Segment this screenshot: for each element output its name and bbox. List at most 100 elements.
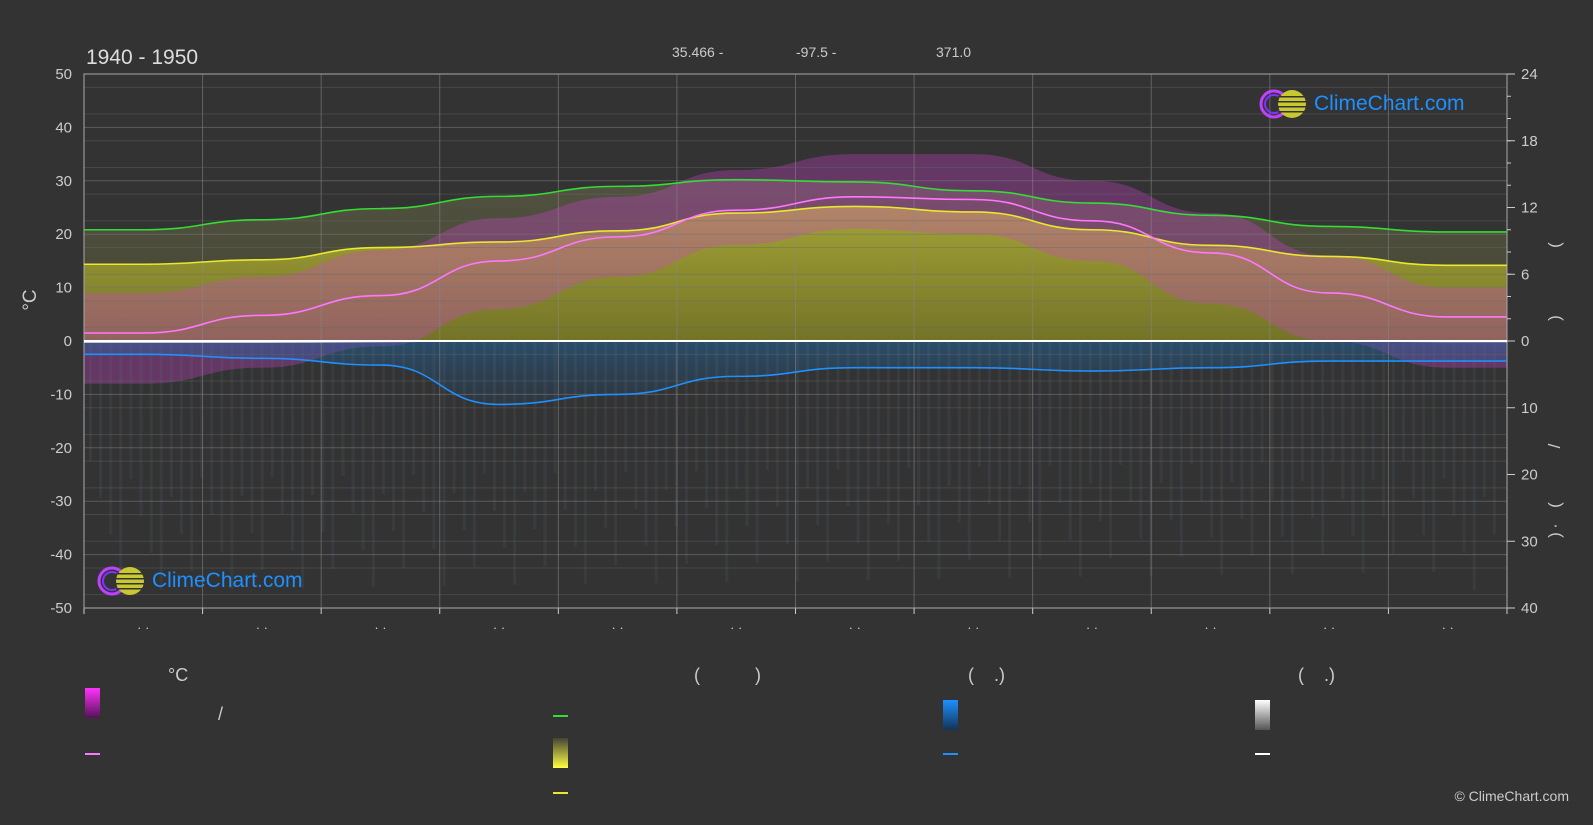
rain-texture-stripe	[876, 341, 880, 487]
rain-texture-stripe	[796, 341, 799, 581]
rain-texture-stripe	[109, 341, 113, 535]
rain-texture-stripe	[280, 341, 284, 514]
rain-texture-stripe	[998, 341, 1001, 541]
rain-texture-stripe	[89, 341, 92, 461]
rain-texture-stripe	[836, 341, 840, 469]
month-label: · ·	[493, 620, 505, 635]
rain-texture-stripe	[129, 341, 133, 479]
rain-texture-stripe	[1048, 341, 1052, 466]
rain-texture-stripe	[291, 341, 294, 551]
right-tick-label: 0	[1521, 333, 1529, 350]
logo-top[interactable]: ClimeChart.com	[1258, 88, 1465, 120]
rain-texture-stripe	[523, 341, 527, 492]
rain-texture-stripe	[775, 341, 779, 507]
legend-temp-header: °C	[168, 665, 189, 685]
right-tick-label: 24	[1521, 66, 1538, 83]
rain-texture-stripe	[1402, 341, 1405, 461]
legend-swatch-temp-range	[85, 688, 100, 718]
month-label: · ·	[256, 620, 268, 635]
rain-texture-stripe	[190, 341, 193, 571]
rain-texture-stripe	[674, 341, 678, 527]
rain-texture-stripe	[755, 341, 759, 563]
rain-texture-stripe	[705, 341, 709, 508]
rain-texture-stripe	[765, 341, 769, 470]
rain-texture-stripe	[967, 341, 971, 560]
legend-temp-slash: /	[218, 704, 224, 724]
rain-texture-stripe	[1129, 341, 1133, 502]
rain-texture-stripe	[361, 341, 365, 550]
logo-bottom[interactable]: ClimeChart.com	[96, 565, 303, 597]
rain-texture-stripe	[543, 341, 547, 566]
rain-texture-stripe	[220, 341, 224, 552]
right-axis-glyph: )	[1545, 532, 1564, 538]
rain-texture-stripe	[1028, 341, 1032, 522]
rain-texture-stripe	[1189, 341, 1193, 464]
rain-texture-stripe	[1240, 341, 1244, 519]
rain-texture-stripe	[210, 341, 214, 515]
rain-texture-stripe	[260, 341, 264, 570]
right-axis-glyph: /	[1545, 443, 1564, 448]
rain-texture-stripe	[472, 341, 476, 567]
rain-texture-stripe	[664, 341, 668, 490]
rain-texture-stripe	[563, 341, 567, 510]
rain-texture-stripe	[1331, 341, 1335, 462]
latitude-label: 35.466 -	[672, 44, 724, 60]
rain-texture-stripe	[402, 341, 406, 568]
rain-texture-stripe	[826, 341, 830, 562]
rain-texture-stripe	[977, 341, 981, 467]
left-tick-label: 10	[55, 280, 72, 297]
rain-texture-stripe	[230, 341, 234, 589]
rain-texture-stripe	[1361, 341, 1365, 573]
rain-texture-stripe	[1179, 341, 1183, 557]
rain-texture-stripe	[715, 341, 719, 545]
left-tick-label: -50	[50, 600, 72, 617]
left-tick-label: 0	[64, 333, 72, 350]
rain-texture-stripe	[503, 341, 507, 548]
rain-texture-stripe	[341, 341, 345, 476]
rain-texture-stripe	[1270, 341, 1274, 500]
rain-texture-stripe	[1210, 341, 1214, 538]
rain-texture-stripe	[493, 341, 496, 511]
rain-texture-stripe	[1280, 341, 1284, 537]
rain-texture-stripe	[331, 341, 335, 569]
rain-texture-stripe	[301, 341, 305, 588]
rain-texture-stripe	[937, 341, 941, 579]
rain-texture-stripe	[1341, 341, 1345, 499]
rain-texture-stripe	[1462, 341, 1466, 553]
rain-texture-stripe	[695, 341, 698, 471]
rain-texture-stripe	[573, 341, 577, 547]
legend-swatch-sunshine	[553, 738, 568, 768]
rain-texture-stripe	[604, 341, 608, 528]
rain-texture-stripe	[482, 341, 486, 474]
legend-swatch-sunshine-line	[553, 792, 568, 794]
legend-swatch-temp-avg	[85, 753, 100, 755]
rain-texture-stripe	[684, 341, 688, 564]
rain-texture-stripe	[1099, 341, 1102, 521]
legend-swatch-daylight	[553, 715, 568, 717]
elevation-label: 371.0	[936, 44, 972, 60]
rain-texture-stripe	[846, 341, 850, 506]
left-tick-label: 40	[55, 119, 72, 136]
legend-rain-header: ( .)	[968, 665, 1005, 685]
rain-texture-stripe	[806, 341, 810, 488]
logo-text: ClimeChart.com	[1314, 92, 1465, 115]
logo-text: ClimeChart.com	[152, 569, 303, 592]
right-axis-glyph: (	[1545, 242, 1564, 248]
rain-texture-stripe	[1260, 341, 1264, 463]
logo-icon	[1259, 89, 1306, 119]
rain-texture-stripe	[745, 341, 749, 526]
rain-texture-stripe	[634, 341, 638, 509]
rain-texture-stripe	[553, 341, 557, 473]
rain-texture-stripe	[987, 341, 991, 504]
rain-texture-stripe	[462, 341, 466, 530]
rain-texture-stripe	[856, 341, 860, 543]
left-tick-label: 50	[55, 66, 72, 83]
copyright: © ClimeChart.com	[1454, 788, 1569, 804]
legend-swatch-rain	[943, 700, 958, 730]
right-tick-label: 40	[1521, 600, 1538, 617]
left-axis-label: °C	[20, 289, 41, 310]
rain-texture-stripe	[99, 341, 103, 498]
rain-texture-stripe	[351, 341, 355, 513]
rain-texture-stripe	[392, 341, 395, 531]
